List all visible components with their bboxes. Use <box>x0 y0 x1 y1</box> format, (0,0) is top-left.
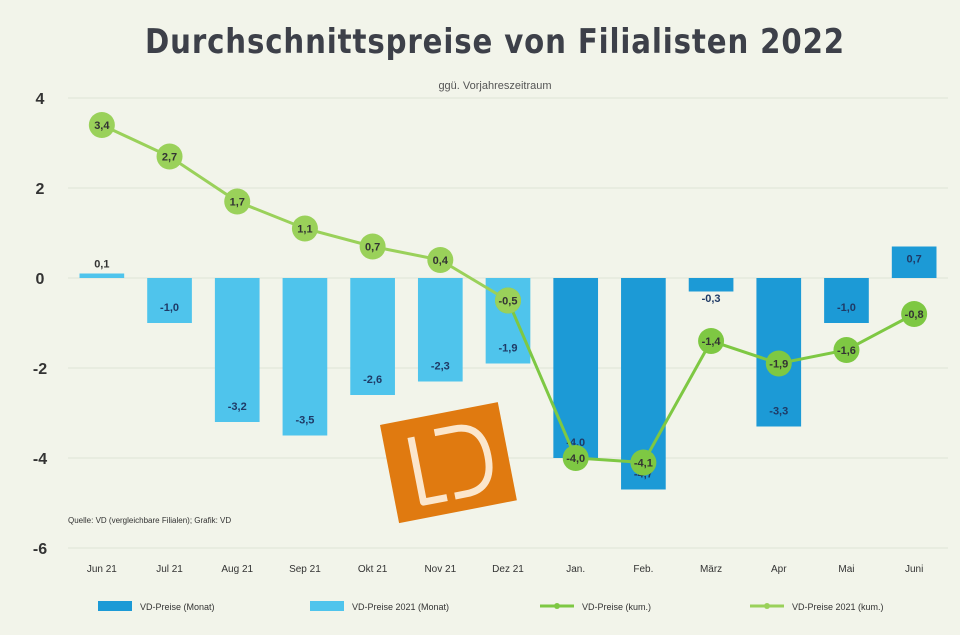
line-point <box>427 247 454 273</box>
bar <box>688 278 734 292</box>
line-data-label: 3,4 <box>94 120 110 132</box>
line-point <box>359 233 386 260</box>
line-point <box>156 143 183 170</box>
legend-swatch <box>310 601 344 611</box>
x-tick-label: Sep 21 <box>289 564 321 575</box>
x-tick-label: Jul 21 <box>156 564 183 575</box>
x-tick-label: Feb. <box>633 564 653 575</box>
legend: VD-Preise (Monat) VD-Preise 2021 (Monat) V… <box>98 601 884 612</box>
bar <box>147 278 192 323</box>
y-tick-label: 2 <box>36 181 45 198</box>
line-data-label: 1,1 <box>297 224 312 236</box>
bar-data-label: -3,5 <box>295 415 314 427</box>
x-tick-label: Aug 21 <box>221 564 253 575</box>
bar-data-label: -2,3 <box>431 361 450 373</box>
x-tick-label: Okt 21 <box>358 564 388 575</box>
x-tick-label: März <box>700 564 722 575</box>
line-point <box>495 287 521 314</box>
line-point <box>291 215 318 242</box>
bar-data-label: 0,7 <box>907 254 922 266</box>
bar-data-label: -3,2 <box>228 401 247 413</box>
x-tick-label: Jun 21 <box>87 564 117 575</box>
bar <box>891 246 937 278</box>
x-axis-ticks: Jun 21 Jul 21 Aug 21 Sep 21 Okt 21 Nov 21 Dez … <box>87 564 924 575</box>
line-point <box>833 337 860 363</box>
chart-title: Durchschnittspreise von Filialisten 2022 <box>145 22 845 62</box>
line-data-label: -0,8 <box>905 309 924 321</box>
x-tick-label: Dez 21 <box>492 564 524 575</box>
bar-data-label: -3,3 <box>769 406 788 418</box>
line-data-label: -1,6 <box>837 345 856 357</box>
line-point <box>765 350 792 377</box>
legend-label: VD-Preise (Monat) <box>140 602 215 612</box>
legend-label: VD-Preise 2021 (Monat) <box>352 602 449 612</box>
y-tick-label: 4 <box>36 91 45 108</box>
line-data-label: 2,7 <box>162 152 177 164</box>
bar-data-label: -2,6 <box>363 374 382 386</box>
logo-background <box>380 402 517 524</box>
line-data-label: -0,5 <box>499 296 518 308</box>
x-tick-label: Nov 21 <box>424 564 456 575</box>
line-data-label: 0,7 <box>365 242 380 254</box>
legend-marker <box>764 603 770 609</box>
line-point <box>562 445 589 471</box>
line-data-label: -4,1 <box>634 458 653 470</box>
y-tick-label: -4 <box>33 451 47 468</box>
line-data-label: 0,4 <box>433 255 449 267</box>
line-data-label: 1,7 <box>230 197 245 209</box>
line-data-label: -1,9 <box>769 359 788 371</box>
bar <box>350 278 395 395</box>
bar-data-label: 0,1 <box>94 259 109 271</box>
line-point <box>698 328 725 354</box>
line-point <box>901 301 928 327</box>
bar <box>79 273 125 278</box>
x-tick-label: Jan. <box>566 564 585 575</box>
bar <box>282 278 328 436</box>
bars: 0,1-1,0-3,2-3,5-2,6-2,3-1,9-4,0-4,7-0,3-… <box>79 246 937 490</box>
legend-label: VD-Preise (kum.) <box>582 602 651 612</box>
y-tick-label: -6 <box>33 541 47 558</box>
x-tick-label: Juni <box>905 564 923 575</box>
bar <box>824 278 869 323</box>
y-axis-ticks: 4 2 0 -2 -4 -6 <box>33 91 47 558</box>
bar-data-label: -0,3 <box>702 293 721 305</box>
logo-mark <box>407 424 493 506</box>
bar <box>553 278 599 458</box>
bar <box>417 278 463 382</box>
legend-marker <box>554 603 560 609</box>
bar <box>214 278 260 422</box>
line-point <box>88 112 115 138</box>
legend-label: VD-Preise 2021 (kum.) <box>792 602 884 612</box>
line-data-label: -4,0 <box>566 453 585 465</box>
line-point <box>630 449 657 476</box>
line-point <box>224 188 251 215</box>
y-tick-label: -2 <box>33 361 47 378</box>
bar-data-label: -1,9 <box>499 343 518 355</box>
chart-subtitle: ggü. Vorjahreszeitraum <box>438 80 552 92</box>
legend-swatch <box>98 601 132 611</box>
x-tick-label: Mai <box>838 564 854 575</box>
bar-data-label: -1,0 <box>837 302 856 314</box>
lines: -4,0 -4,1 -1,4 -1,9 -1,6 -0,8 3,4 2,7 1,7 1,1 0,7 0… <box>88 112 928 476</box>
source-note: Quelle: VD (vergleichbare Filialen); Gra… <box>68 516 231 525</box>
logo <box>380 402 517 524</box>
y-tick-label: 0 <box>36 271 45 288</box>
bar-data-label: -1,0 <box>160 302 179 314</box>
line-data-label: -1,4 <box>702 336 722 348</box>
x-tick-label: Apr <box>771 564 787 575</box>
